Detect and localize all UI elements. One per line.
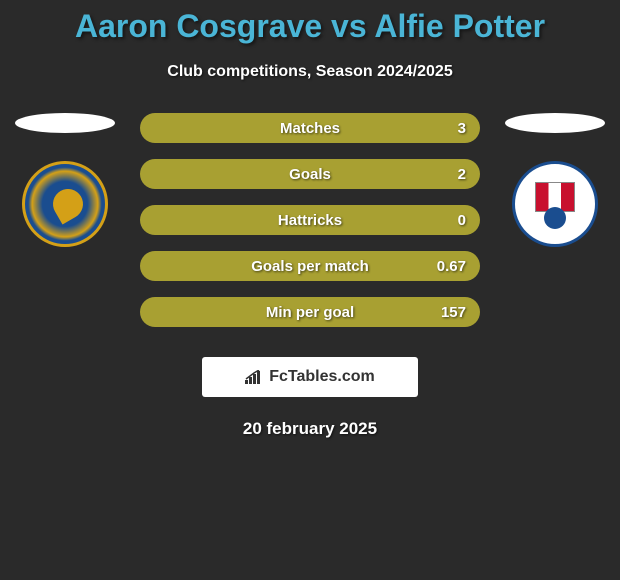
stat-label: Goals per match [251,258,369,275]
stat-label: Matches [280,120,340,137]
page-title: Aaron Cosgrave vs Alfie Potter [0,0,620,45]
stat-value: 2 [458,166,466,183]
stat-label: Min per goal [266,304,354,321]
stat-bar-min-per-goal: Min per goal 157 [140,297,480,327]
stat-bar-goals: Goals 2 [140,159,480,189]
kings-lynn-town-badge [22,161,108,247]
stat-label: Hattricks [278,212,342,229]
subtitle: Club competitions, Season 2024/2025 [0,63,620,81]
logo-text: FcTables.com [269,368,375,386]
stat-bar-hattricks: Hattricks 0 [140,205,480,235]
comparison-content: Matches 3 Goals 2 Hattricks 0 Goals per … [0,113,620,327]
stat-value: 0 [458,212,466,229]
date-text: 20 february 2025 [0,419,620,439]
stat-value: 0.67 [437,258,466,275]
right-side [500,113,610,247]
left-side [10,113,120,247]
oxford-city-badge [512,161,598,247]
chart-icon [245,370,263,384]
player-shadow-left [15,113,115,133]
stat-label: Goals [289,166,331,183]
player-shadow-right [505,113,605,133]
stats-column: Matches 3 Goals 2 Hattricks 0 Goals per … [140,113,480,327]
fctables-logo: FcTables.com [202,357,418,397]
stat-bar-matches: Matches 3 [140,113,480,143]
stat-value: 3 [458,120,466,137]
stat-bar-goals-per-match: Goals per match 0.67 [140,251,480,281]
stat-value: 157 [441,304,466,321]
